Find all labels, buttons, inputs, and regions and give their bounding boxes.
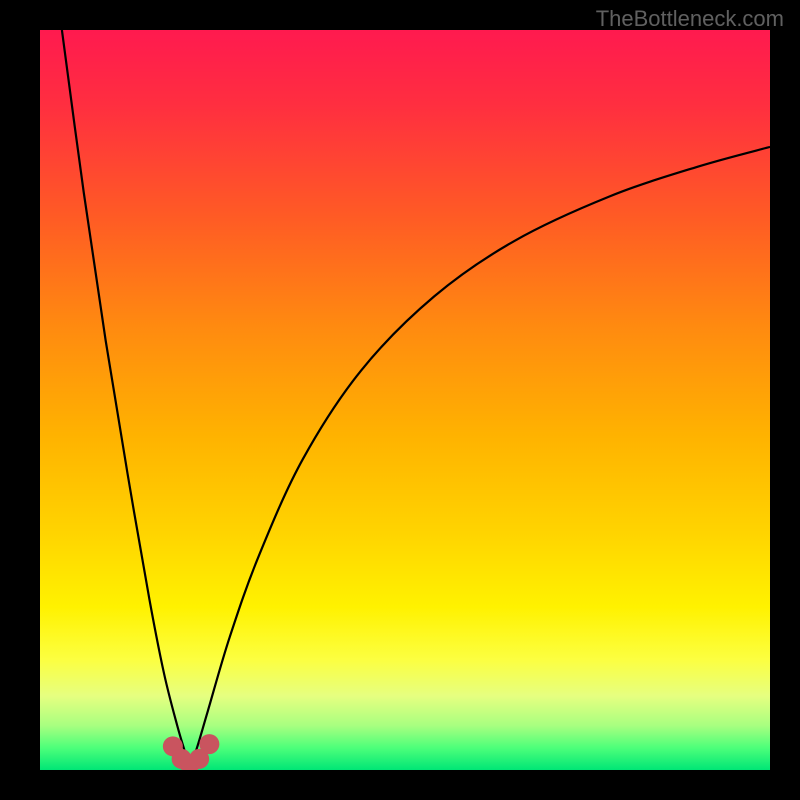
chart-plot-area (40, 30, 770, 770)
watermark-text: TheBottleneck.com (596, 6, 784, 32)
marker-dot (199, 734, 219, 754)
optimal-marker (163, 734, 220, 770)
bottleneck-curve-left (62, 30, 190, 768)
bottleneck-curve-right (190, 147, 770, 768)
chart-curve-layer (40, 30, 770, 770)
